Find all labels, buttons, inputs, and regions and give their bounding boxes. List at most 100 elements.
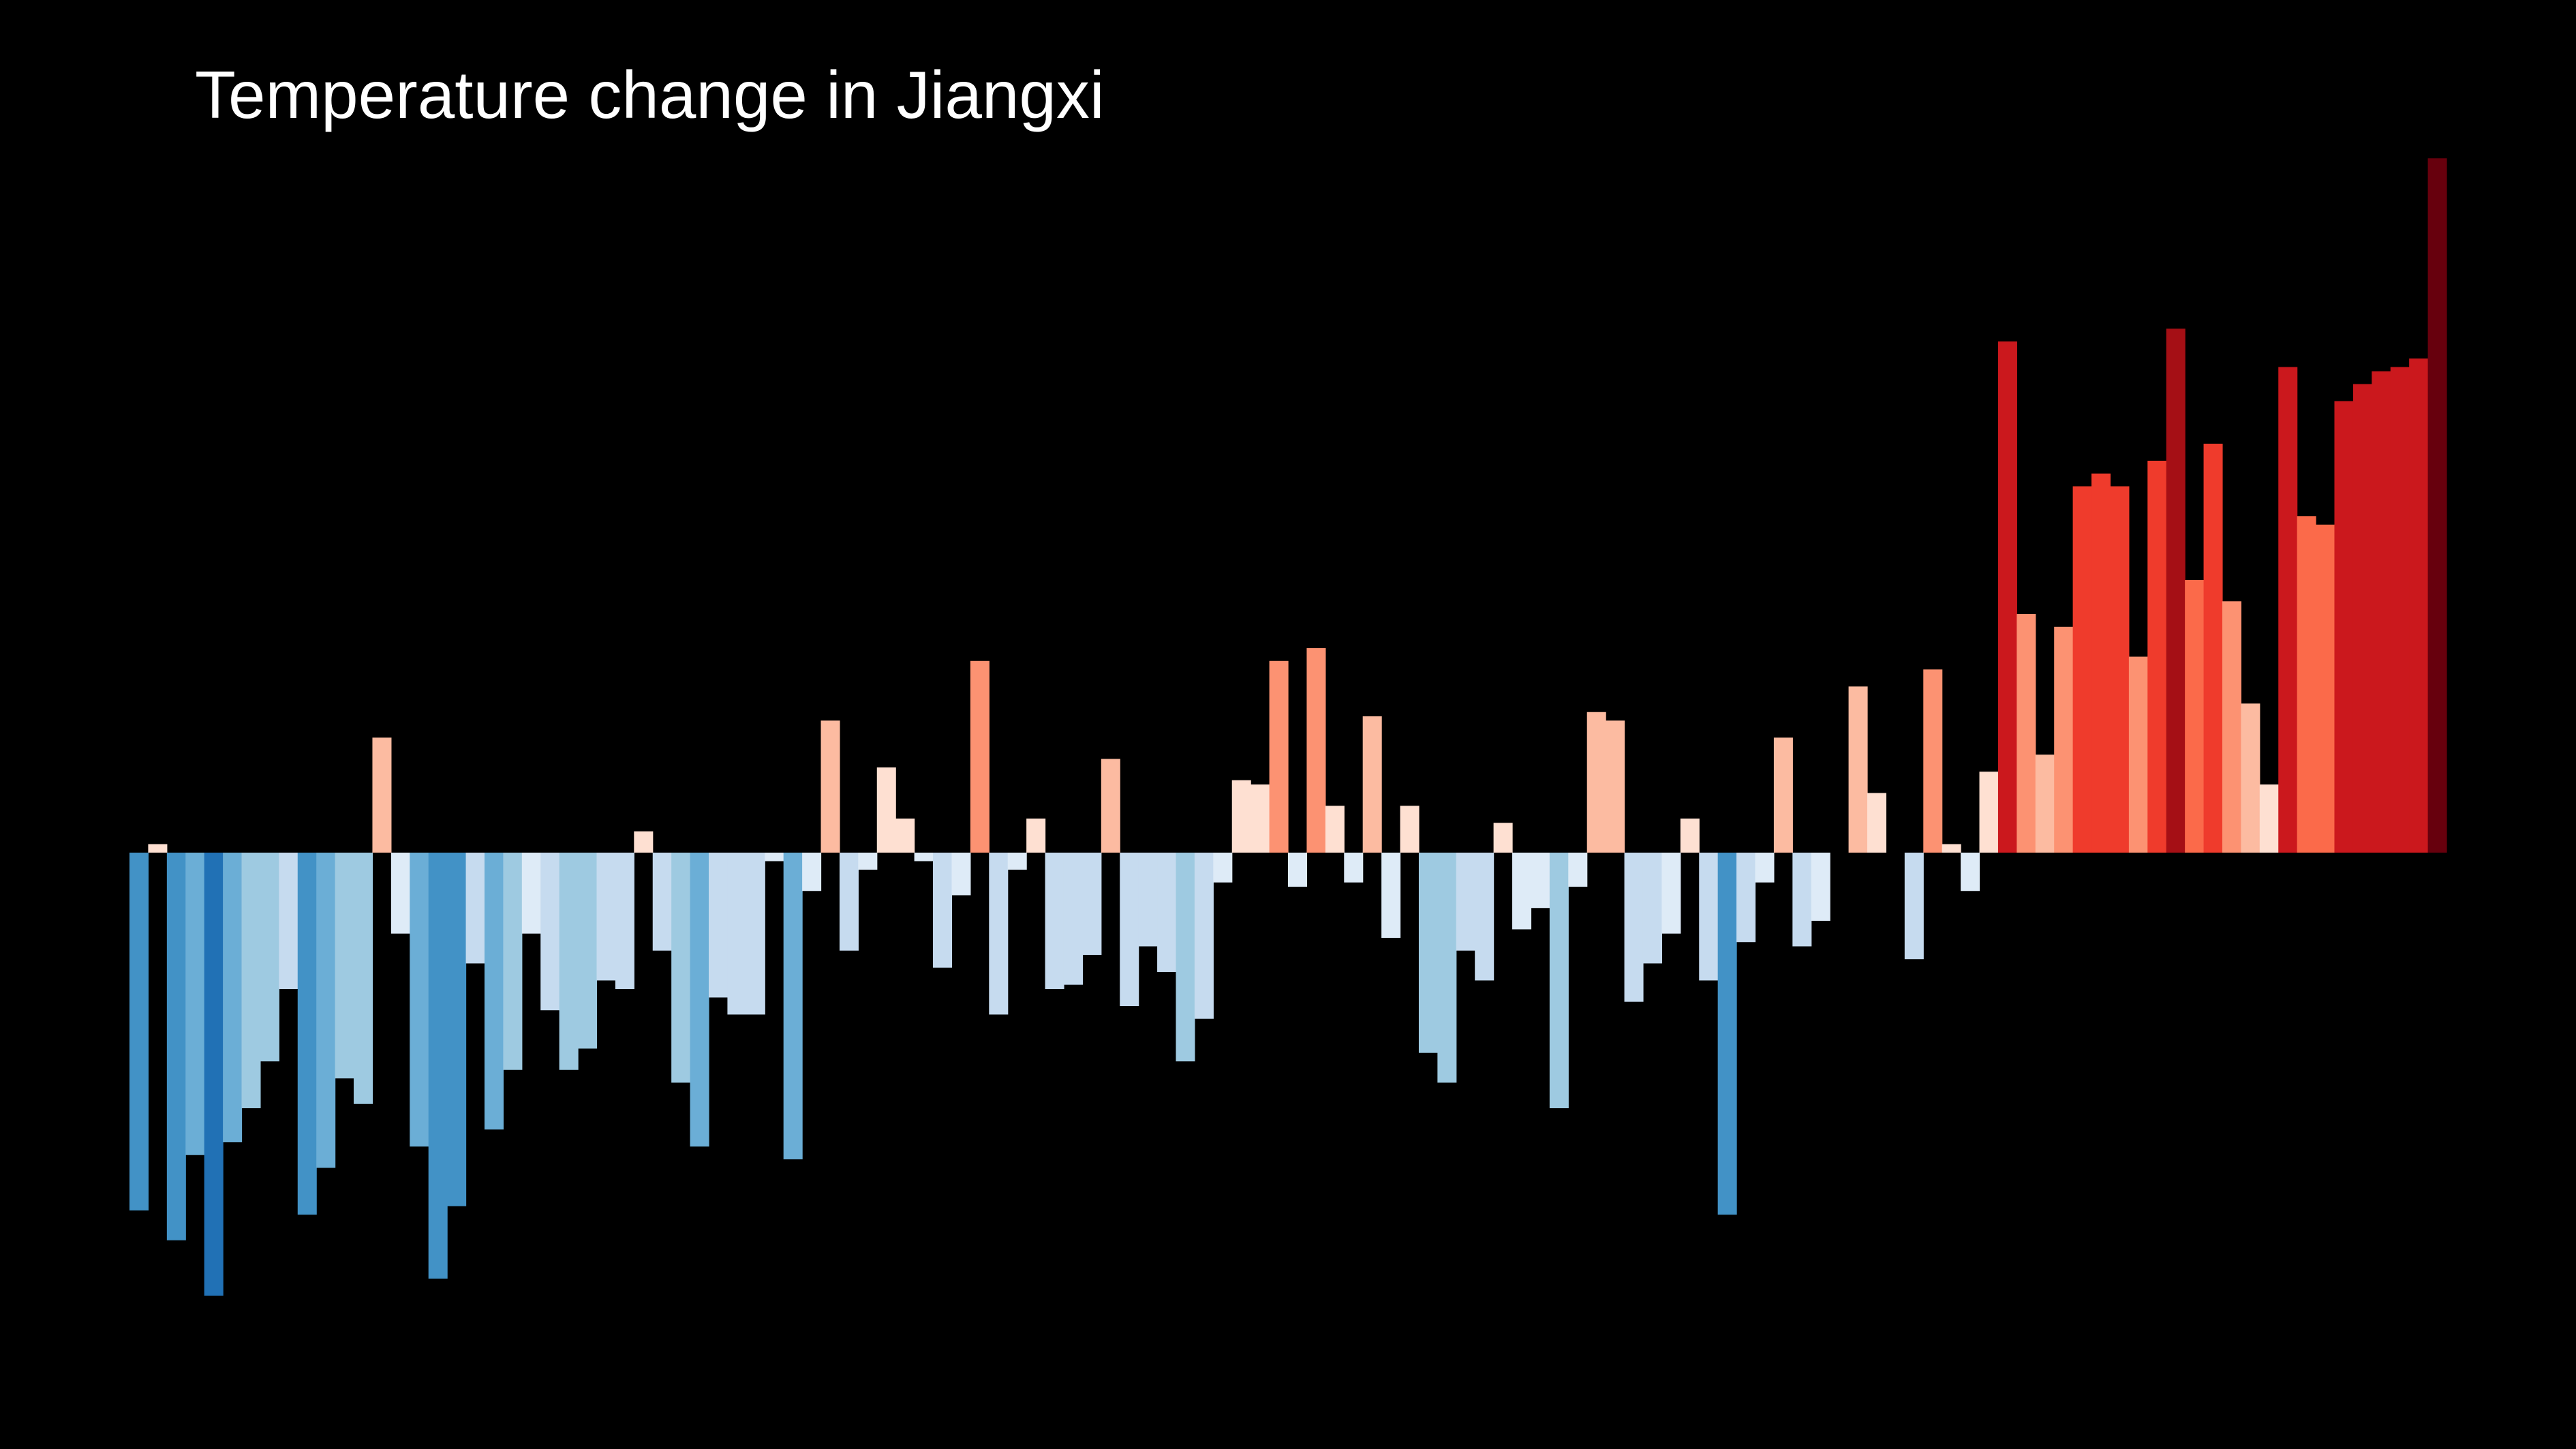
bar-51 <box>1082 853 1102 955</box>
bar-106 <box>2110 486 2130 853</box>
bar-23 <box>559 853 579 1070</box>
bar-8 <box>279 853 298 989</box>
bar-50 <box>1063 853 1083 985</box>
bar-117 <box>2316 524 2335 853</box>
bar-57 <box>1194 853 1214 1019</box>
bar-78 <box>1586 712 1606 853</box>
bar-118 <box>2334 401 2354 853</box>
bar-95 <box>1904 853 1924 960</box>
bar-68 <box>1400 806 1420 853</box>
bar-73 <box>1493 823 1513 853</box>
bar-104 <box>2072 486 2092 853</box>
bar-43 <box>933 853 953 968</box>
bar-22 <box>540 853 560 1011</box>
bar-55 <box>1157 853 1177 972</box>
bar-76 <box>1549 853 1569 1108</box>
bar-84 <box>1699 853 1719 981</box>
bar-66 <box>1362 716 1382 853</box>
bar-6 <box>241 853 261 1108</box>
bar-119 <box>2352 384 2372 853</box>
bar-12 <box>354 853 373 1104</box>
bar-115 <box>2278 367 2298 853</box>
bar-13 <box>372 737 392 853</box>
bar-56 <box>1176 853 1195 1062</box>
bar-15 <box>410 853 429 1147</box>
bar-37 <box>821 720 840 853</box>
bar-67 <box>1381 853 1401 938</box>
bar-61 <box>1269 660 1289 853</box>
bar-108 <box>2147 461 2167 853</box>
bar-100 <box>1997 341 2017 853</box>
bar-58 <box>1213 853 1233 883</box>
bar-18 <box>465 853 485 964</box>
bar-32 <box>727 853 747 1015</box>
bar-63 <box>1306 648 1326 853</box>
bar-33 <box>746 853 765 1015</box>
bar-107 <box>2128 656 2148 853</box>
bar-89 <box>1792 853 1812 947</box>
bar-45 <box>970 660 990 853</box>
bar-103 <box>2054 626 2074 853</box>
bar-88 <box>1773 737 1793 853</box>
bar-46 <box>989 853 1009 1015</box>
bar-65 <box>1344 853 1364 883</box>
bar-1 <box>148 844 168 853</box>
bar-85 <box>1717 853 1737 1215</box>
bar-99 <box>1979 772 1999 853</box>
bar-86 <box>1736 853 1756 943</box>
bar-80 <box>1624 853 1644 1002</box>
bar-0 <box>129 853 149 1210</box>
bar-90 <box>1811 853 1830 921</box>
bar-72 <box>1475 853 1494 981</box>
bar-71 <box>1456 853 1475 951</box>
bar-40 <box>876 767 896 853</box>
bar-47 <box>1007 853 1027 870</box>
bar-70 <box>1437 853 1457 1083</box>
bar-29 <box>671 853 691 1083</box>
bar-4 <box>204 853 224 1296</box>
bar-26 <box>615 853 634 989</box>
bar-69 <box>1418 853 1438 1053</box>
bar-31 <box>709 853 729 998</box>
bar-82 <box>1661 853 1681 934</box>
bar-98 <box>1961 853 1980 891</box>
bar-122 <box>2409 359 2429 853</box>
bar-27 <box>634 831 654 853</box>
bar-3 <box>185 853 205 1155</box>
chart-title: Temperature change in Jiangxi <box>195 57 1105 132</box>
bar-111 <box>2203 444 2223 853</box>
bar-81 <box>1642 853 1662 964</box>
bar-54 <box>1138 853 1158 947</box>
bar-21 <box>521 853 541 934</box>
bar-79 <box>1606 720 1625 853</box>
bar-75 <box>1531 853 1550 909</box>
bar-105 <box>2091 473 2111 853</box>
bar-19 <box>484 853 504 1130</box>
bar-series <box>129 158 2447 1296</box>
bar-110 <box>2185 580 2205 853</box>
bar-24 <box>578 853 598 1049</box>
bar-35 <box>783 853 803 1159</box>
bar-60 <box>1251 784 1270 853</box>
bar-49 <box>1045 853 1064 989</box>
bar-38 <box>839 853 859 951</box>
bar-101 <box>2017 614 2036 853</box>
bar-59 <box>1231 780 1251 853</box>
bar-5 <box>223 853 243 1142</box>
bar-120 <box>2372 371 2391 853</box>
bar-39 <box>858 853 878 870</box>
bar-36 <box>802 853 822 891</box>
bar-109 <box>2166 329 2186 853</box>
bar-83 <box>1680 819 1700 853</box>
bar-44 <box>951 853 971 896</box>
bar-53 <box>1120 853 1139 1006</box>
bar-93 <box>1867 793 1887 853</box>
bar-113 <box>2241 703 2260 853</box>
bar-96 <box>1923 669 1943 853</box>
bar-25 <box>596 853 616 981</box>
bar-30 <box>690 853 709 1147</box>
bar-62 <box>1288 853 1308 887</box>
bar-16 <box>428 853 448 1279</box>
bar-87 <box>1755 853 1775 883</box>
